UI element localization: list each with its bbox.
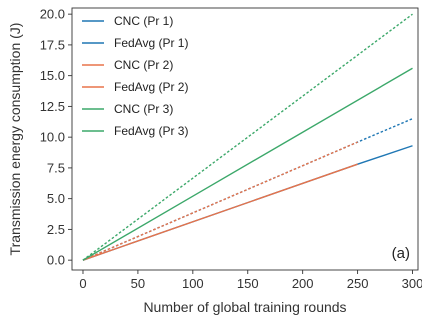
y-tick-label: 12.5 (40, 99, 65, 114)
series-line (82, 141, 358, 261)
legend-entry-label: FedAvg (Pr 3) (114, 124, 188, 138)
x-tick-label: 0 (79, 276, 86, 291)
legend: CNC (Pr 1) FedAvg (Pr 1) CNC (Pr 2) FedAvg … (82, 14, 188, 138)
y-tick-label: 20.0 (40, 7, 65, 22)
series-line (82, 67, 413, 261)
series-line (82, 118, 413, 261)
y-tick-label: 7.5 (47, 160, 65, 175)
legend-entry-label: CNC (Pr 1) (114, 14, 173, 28)
series-group (82, 13, 413, 261)
legend-entry-label: FedAvg (Pr 2) (114, 80, 188, 94)
x-tick-label: 50 (131, 276, 145, 291)
y-tick-label: 5.0 (47, 191, 65, 206)
y-tick-label: 2.5 (47, 222, 65, 237)
series-line (82, 13, 413, 261)
y-tick-label: 17.5 (40, 37, 65, 52)
axes: 0 50 100 150 200 250 300 0.0 2.5 5.0 7.5 10.0 12.5 15… (40, 7, 422, 291)
legend-entry-label: FedAvg (Pr 1) (114, 36, 188, 50)
series-line (82, 163, 358, 261)
x-tick-label: 200 (292, 276, 314, 291)
panel-label: (a) (392, 245, 410, 262)
x-tick-label: 300 (402, 276, 422, 291)
plot-frame (71, 7, 419, 271)
x-tick-label: 100 (182, 276, 204, 291)
legend-entry-label: CNC (Pr 3) (114, 102, 173, 116)
x-axis-label: Number of global training rounds (143, 299, 346, 315)
x-tick-label: 250 (347, 276, 369, 291)
y-tick-label: 15.0 (40, 68, 65, 83)
x-tick-label: 150 (237, 276, 259, 291)
y-tick-label: 0.0 (47, 253, 65, 268)
y-axis-label: Transmission energy consumption (J) (7, 23, 23, 256)
y-tick-label: 10.0 (40, 130, 65, 145)
legend-entry-label: CNC (Pr 2) (114, 58, 173, 72)
